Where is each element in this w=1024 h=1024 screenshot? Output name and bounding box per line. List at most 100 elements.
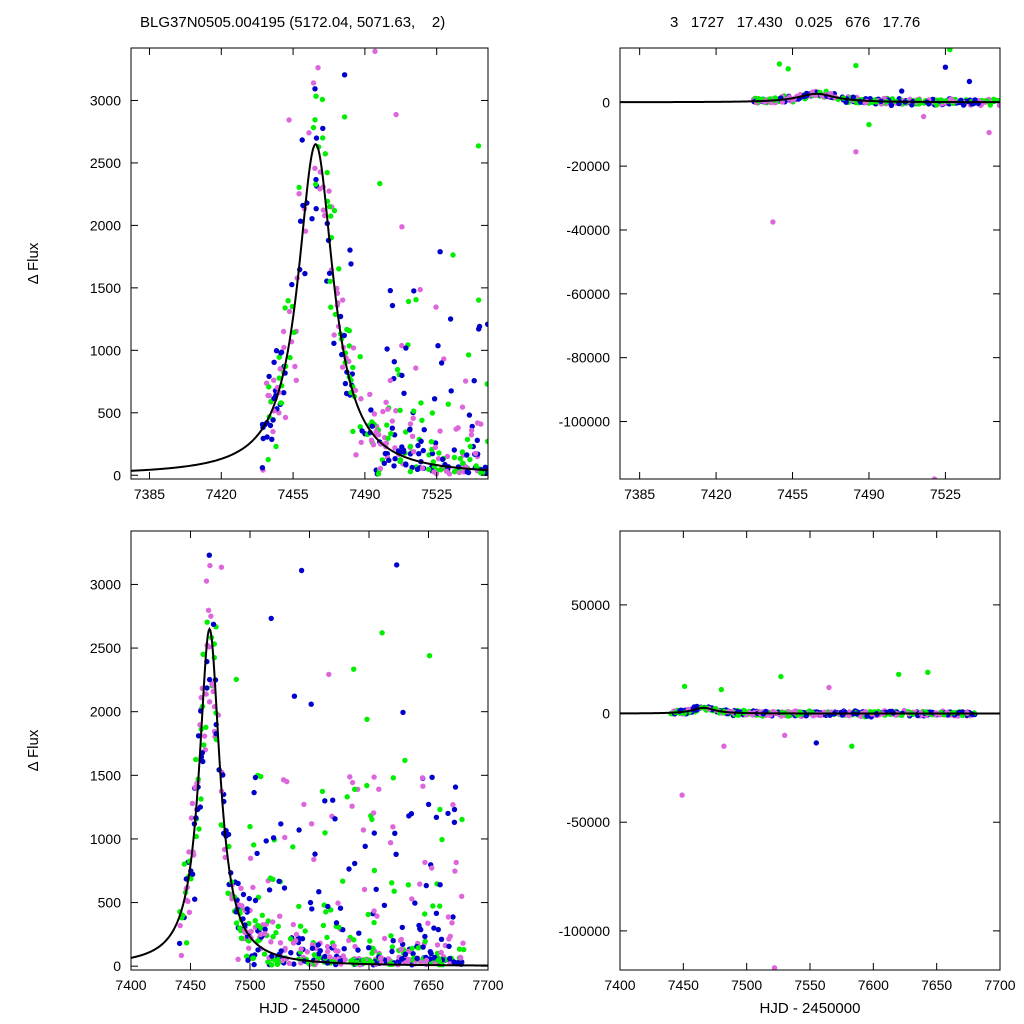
data-point <box>333 920 340 926</box>
data-point <box>466 412 473 418</box>
data-point <box>422 911 428 917</box>
x-tick-label: 7420 <box>206 486 237 502</box>
data-point <box>266 887 273 893</box>
data-point <box>306 130 312 136</box>
data-point <box>387 840 394 846</box>
figure-title: BLG37N0505.004195 (5172.04, 5071.63, 2) <box>140 14 446 31</box>
data-point <box>403 345 409 351</box>
data-point <box>324 943 331 950</box>
data-point <box>206 552 212 558</box>
data-point <box>324 948 331 955</box>
data-point <box>325 903 331 910</box>
data-point <box>431 925 437 931</box>
data-point <box>270 835 277 841</box>
data-point <box>467 443 473 450</box>
data-point <box>331 207 338 214</box>
data-point <box>449 920 455 926</box>
x-tick-label: 7490 <box>349 486 380 502</box>
data-point <box>405 956 412 963</box>
data-point <box>414 466 421 473</box>
data-point <box>251 961 257 968</box>
plot-area <box>131 48 488 477</box>
y-tick-label: -100000 <box>559 923 611 939</box>
data-point <box>427 949 433 955</box>
data-point <box>273 930 279 936</box>
outlier-point <box>770 219 776 225</box>
data-point <box>407 443 414 450</box>
data-point <box>244 953 250 959</box>
data-point <box>423 882 429 889</box>
data-point <box>319 788 326 795</box>
y-tick-label: 0 <box>113 958 121 974</box>
data-point <box>238 935 244 941</box>
data-point <box>388 933 394 939</box>
data-point <box>397 407 403 413</box>
data-point <box>235 956 241 962</box>
outlier-point <box>920 113 927 120</box>
y-tick-label: 1500 <box>90 280 121 296</box>
data-point <box>313 93 319 99</box>
data-point <box>451 819 458 825</box>
data-point <box>288 950 294 956</box>
data-point <box>189 871 196 877</box>
data-point <box>465 352 472 358</box>
x-tick-label: 7525 <box>930 486 961 502</box>
data-point <box>350 364 356 371</box>
data-point <box>349 779 356 786</box>
data-point <box>270 934 276 940</box>
data-point <box>277 913 283 919</box>
data-point <box>438 949 444 956</box>
data-point <box>403 462 409 468</box>
data-point <box>293 938 299 944</box>
data-point <box>344 794 350 800</box>
data-point <box>267 875 274 881</box>
data-point <box>960 102 967 108</box>
data-point <box>261 951 268 957</box>
data-point <box>286 308 293 315</box>
data-point <box>377 955 384 961</box>
data-point <box>429 450 436 457</box>
data-point <box>309 906 315 912</box>
data-point <box>389 425 395 431</box>
panel-bottom-right: 7400 7450 7500 7550 7600 7650 7700 -100000 -5000… <box>559 530 1016 1017</box>
data-point <box>453 859 459 866</box>
x-tick-label: 7600 <box>858 977 889 993</box>
y-tick-label: -60000 <box>566 286 610 302</box>
data-point <box>304 949 310 955</box>
data-point <box>233 676 239 683</box>
data-point <box>381 935 388 942</box>
data-point <box>367 958 373 964</box>
data-point <box>460 940 466 946</box>
data-point <box>467 456 473 463</box>
data-point <box>390 775 396 781</box>
data-point <box>371 919 377 926</box>
data-point <box>281 885 288 891</box>
data-point <box>373 428 379 435</box>
x-axis-label: HJD - 2450000 <box>760 1000 861 1017</box>
data-point <box>425 801 432 808</box>
data-point <box>264 434 270 440</box>
outlier-point <box>899 88 905 94</box>
data-point <box>269 962 275 968</box>
data-point <box>185 898 191 904</box>
data-point <box>468 432 475 438</box>
data-point <box>460 460 466 466</box>
y-tick-label: 50000 <box>571 597 610 613</box>
x-tick-label: 7500 <box>731 977 762 993</box>
data-point <box>347 247 353 253</box>
data-point <box>373 886 379 892</box>
data-point <box>389 948 395 955</box>
outlier-point <box>776 61 783 67</box>
data-point <box>273 348 280 354</box>
y-tick-label: 500 <box>98 405 122 421</box>
outlier-point <box>966 78 973 85</box>
data-point <box>478 421 484 427</box>
data-point <box>368 437 375 443</box>
data-point <box>311 952 317 958</box>
data-point <box>399 342 405 349</box>
data-point <box>450 914 456 920</box>
plot-area <box>131 552 488 968</box>
data-point <box>322 151 328 157</box>
data-point <box>269 953 275 959</box>
